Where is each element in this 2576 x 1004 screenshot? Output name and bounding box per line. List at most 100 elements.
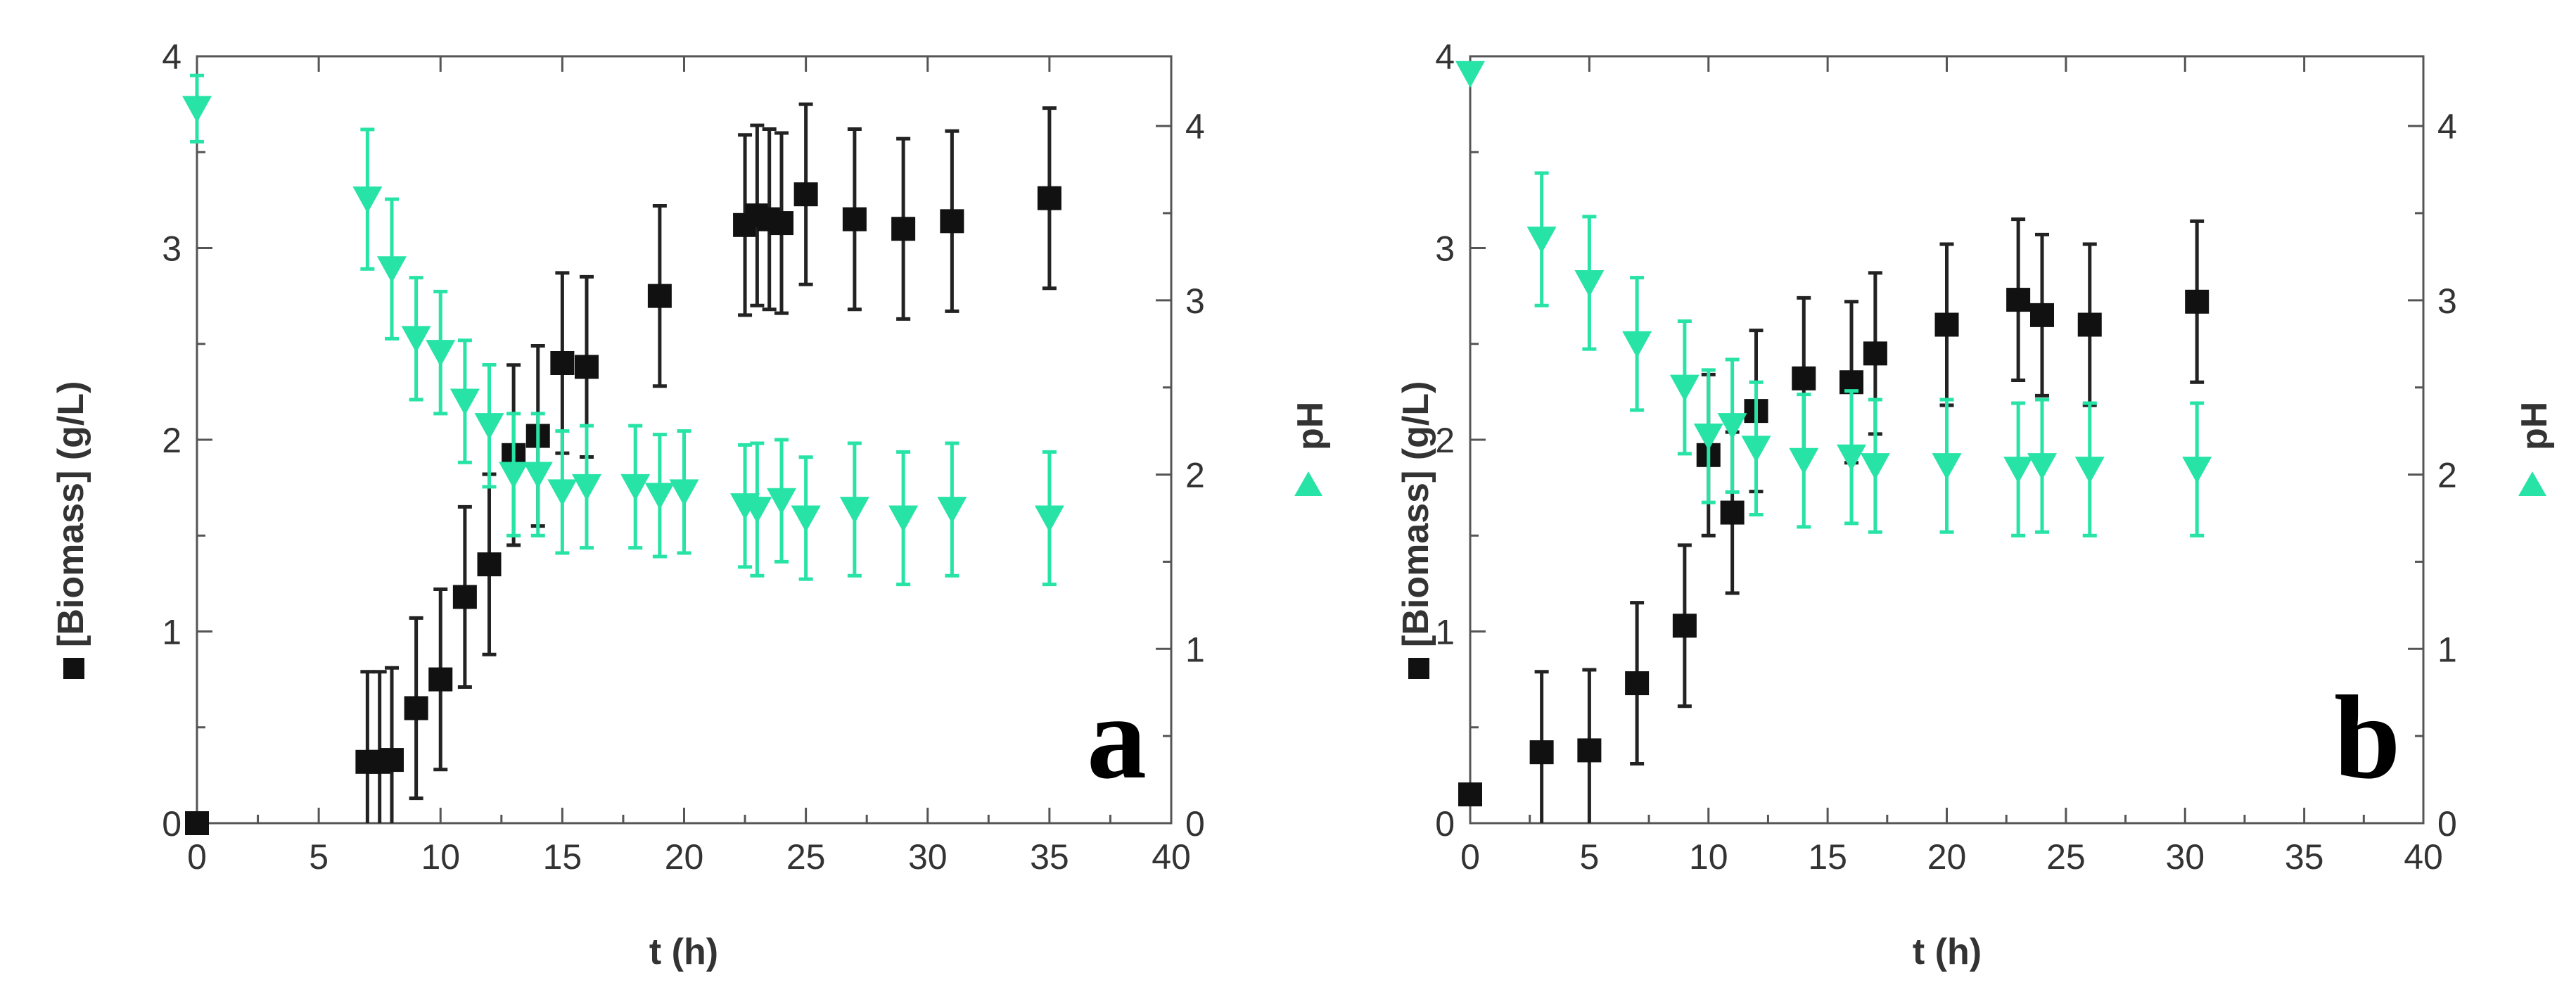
biomass-point xyxy=(185,811,209,835)
x-axis-title: t (h) xyxy=(649,932,718,972)
ph-point xyxy=(644,483,675,510)
x-tick-label: 5 xyxy=(1579,837,1599,877)
y-right-tick-label: 3 xyxy=(2437,281,2457,321)
biomass-point xyxy=(2077,312,2102,337)
biomass-point xyxy=(380,748,404,773)
biomass-point xyxy=(404,696,428,720)
ph-point xyxy=(2003,457,2034,484)
y-left-ticks: 0 1 2 3 4 xyxy=(1435,37,1486,844)
x-tick-label: 5 xyxy=(309,837,329,877)
y-right-tick-label: 0 xyxy=(2437,804,2457,844)
ph-point xyxy=(474,413,504,440)
y-left-tick-label: 1 xyxy=(1435,613,1455,652)
biomass-point xyxy=(452,585,477,609)
x-tick-label: 25 xyxy=(786,837,826,877)
x-tick-label: 40 xyxy=(2404,837,2443,877)
y-right-tick-label: 3 xyxy=(1185,281,1205,321)
ph-point xyxy=(352,186,383,214)
ph-point xyxy=(499,462,529,489)
ph-point xyxy=(401,326,431,353)
biomass-legend-marker xyxy=(63,658,84,679)
ph-point xyxy=(377,256,407,284)
biomass-point xyxy=(793,182,818,207)
y-right-tick-label: 1 xyxy=(2437,630,2457,669)
data-marks xyxy=(1455,61,2212,823)
ph-point xyxy=(2027,453,2057,481)
y-left-tick-label: 4 xyxy=(1435,37,1455,77)
biomass-point xyxy=(1458,782,1482,807)
panel-letter: b xyxy=(2334,671,2401,803)
x-tick-label: 40 xyxy=(1152,837,1191,877)
ph-point xyxy=(937,497,967,524)
ph-point xyxy=(1669,374,1700,402)
data-marks xyxy=(182,73,1064,835)
panel-a: 0 5 10 15 20 25 30 35 40 0 1 2 3 4 0 1 2 3 4 t (h) [Biom… xyxy=(51,37,1331,972)
biomass-point xyxy=(428,667,453,692)
y-left-tick-label: 1 xyxy=(162,613,181,652)
biomass-point xyxy=(575,355,599,379)
x-ticks: 0 5 10 15 20 25 30 35 40 xyxy=(1460,56,2443,877)
y-left-tick-label: 0 xyxy=(162,804,181,844)
biomass-point xyxy=(1934,312,1959,337)
x-tick-label: 10 xyxy=(1689,837,1728,877)
ph-legend-marker xyxy=(2518,471,2546,496)
x-tick-label: 0 xyxy=(187,837,207,877)
x-ticks: 0 5 10 15 20 25 30 35 40 xyxy=(187,56,1191,877)
x-tick-label: 10 xyxy=(421,837,460,877)
x-tick-label: 0 xyxy=(1460,837,1480,877)
biomass-point xyxy=(1037,186,1061,210)
biomass-point xyxy=(1529,740,1554,765)
ph-point xyxy=(547,479,578,507)
ph-point xyxy=(182,96,212,123)
x-tick-label: 20 xyxy=(1927,837,1967,877)
ph-point xyxy=(791,505,821,533)
y-right-title-text: pH xyxy=(2514,402,2555,450)
biomass-point xyxy=(550,351,575,375)
y-right-tick-label: 4 xyxy=(2437,107,2457,146)
ph-point xyxy=(767,488,796,515)
ph-point xyxy=(2074,457,2105,484)
x-tick-label: 30 xyxy=(908,837,948,877)
ph-point xyxy=(839,497,869,524)
y-left-tick-label: 3 xyxy=(1435,229,1455,269)
ph-point xyxy=(426,340,456,367)
biomass-point xyxy=(1577,738,1602,763)
x-tick-label: 15 xyxy=(543,837,582,877)
ph-point xyxy=(1837,444,1866,471)
y-right-ticks: 0 1 2 3 4 xyxy=(2408,107,2457,844)
biomass-point xyxy=(940,209,964,234)
x-tick-label: 30 xyxy=(2165,837,2205,877)
biomass-point xyxy=(1863,341,1887,366)
ph-point xyxy=(1932,453,1962,481)
biomass-point xyxy=(647,284,672,308)
ph-point xyxy=(2182,457,2212,484)
ph-point xyxy=(1717,413,1747,440)
biomass-point xyxy=(2006,288,2031,312)
ph-point xyxy=(1455,61,1485,88)
x-tick-label: 25 xyxy=(2046,837,2086,877)
y-left-tick-label: 0 xyxy=(1435,804,1455,844)
y-left-title-text: [Biomass] (g/L) xyxy=(51,381,91,647)
y-left-tick-label: 2 xyxy=(162,421,181,460)
x-axis-title: t (h) xyxy=(1913,932,1982,972)
ph-point xyxy=(888,505,919,533)
biomass-point xyxy=(2185,289,2210,314)
ph-point xyxy=(523,462,553,489)
biomass-legend-marker xyxy=(1408,658,1429,679)
x-tick-label: 20 xyxy=(665,837,704,877)
panel-letter: a xyxy=(1087,671,1147,803)
y-right-tick-label: 1 xyxy=(1185,630,1205,669)
ph-legend-marker xyxy=(1294,471,1322,496)
x-tick-label: 35 xyxy=(2285,837,2324,877)
ph-point xyxy=(1526,227,1557,254)
y-left-tick-label: 4 xyxy=(162,37,181,77)
ph-point xyxy=(1574,270,1605,298)
ph-point xyxy=(1693,424,1723,451)
biomass-point xyxy=(891,217,916,241)
ph-point xyxy=(1034,505,1064,533)
ph-point xyxy=(572,474,601,501)
y-left-title-text: [Biomass] (g/L) xyxy=(1396,381,1436,647)
ph-point xyxy=(742,497,772,524)
y-right-title: pH xyxy=(2514,402,2555,496)
